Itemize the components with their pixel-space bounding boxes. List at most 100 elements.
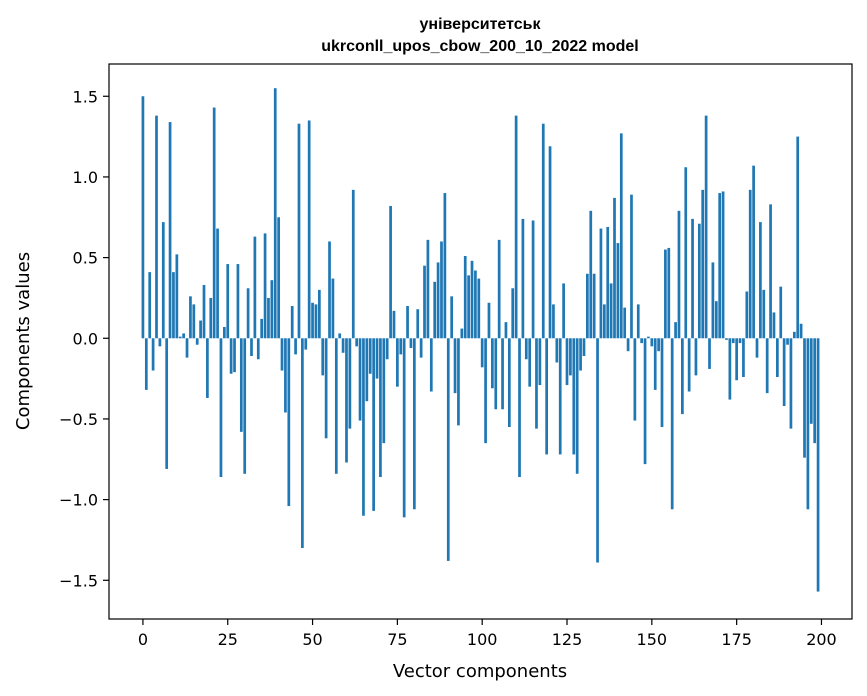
chart-title: університетськ [420,16,542,33]
bar [474,270,477,339]
bar [514,115,518,339]
bar [396,338,399,387]
y-axis-label: Components values [13,252,34,430]
x-tick-label: 125 [552,630,583,649]
bar [796,136,800,339]
bar [643,338,647,465]
bar [311,302,314,339]
bar [694,338,698,376]
bar [141,96,145,339]
bar [528,338,532,387]
bar [212,107,216,339]
bar [586,273,589,339]
bar [647,336,650,339]
bar [504,322,508,339]
bar [457,338,460,426]
bar [731,338,735,344]
bar [263,233,267,339]
bar [416,309,420,339]
bar [338,333,342,339]
bar [480,338,484,368]
bar [277,217,280,339]
y-tick-label: 0.5 [73,249,98,268]
bar [531,220,535,339]
bar [151,338,155,371]
bar [721,191,725,339]
bar [535,338,538,429]
bar [399,338,403,355]
bar [806,338,810,510]
bar [236,264,240,339]
bar [704,115,708,339]
bar [728,338,732,400]
bar [148,272,152,339]
bar [168,122,172,339]
bar [518,338,521,478]
bar [219,338,223,478]
bar [636,304,640,339]
bar [602,304,606,339]
bar [674,322,677,339]
bar [697,223,701,339]
bar [616,243,620,339]
bar [738,338,742,344]
bar [626,338,630,352]
bar [175,254,179,339]
bar [341,338,345,353]
bar [507,338,511,428]
bar [314,304,318,339]
bar [209,297,213,339]
bar [290,306,294,339]
bar [759,222,762,339]
bar [477,278,481,339]
bar [182,333,185,339]
bar [389,205,392,339]
bar [260,318,264,339]
bar [368,338,372,374]
x-tick-label: 0 [138,630,148,649]
bar [755,338,759,358]
bar [782,338,786,407]
bar [280,338,284,371]
bar [640,338,644,344]
x-tick-label: 100 [467,630,498,649]
x-tick-label: 200 [806,630,837,649]
y-tick-label: 0.0 [73,329,98,348]
bar [419,338,423,358]
bar [328,241,331,339]
bar-series [141,88,820,592]
bar [552,304,555,339]
bar [216,228,219,339]
bar [379,338,382,478]
bar [799,323,803,339]
bar [494,338,498,410]
bar [548,146,552,339]
bar [195,338,199,345]
bar [487,302,491,339]
y-tick-label: −1.0 [59,491,98,510]
bar [155,115,158,339]
bar [809,338,813,424]
bar [762,289,766,339]
bar [786,338,789,345]
bar [701,189,705,339]
bar [691,218,694,339]
bar [385,338,389,360]
bar [619,133,623,339]
bar [453,338,457,394]
bar [541,123,545,339]
bar [301,338,304,549]
bar [355,338,359,347]
bar [161,222,165,339]
bar [555,338,559,363]
bar [687,338,691,392]
y-tick-label: 1.5 [73,87,98,106]
bar [348,338,352,429]
bar [501,338,504,410]
bar [572,338,576,455]
bar [426,239,430,339]
bar [816,338,820,592]
y-tick-label: −0.5 [59,410,98,429]
bar [589,210,593,339]
